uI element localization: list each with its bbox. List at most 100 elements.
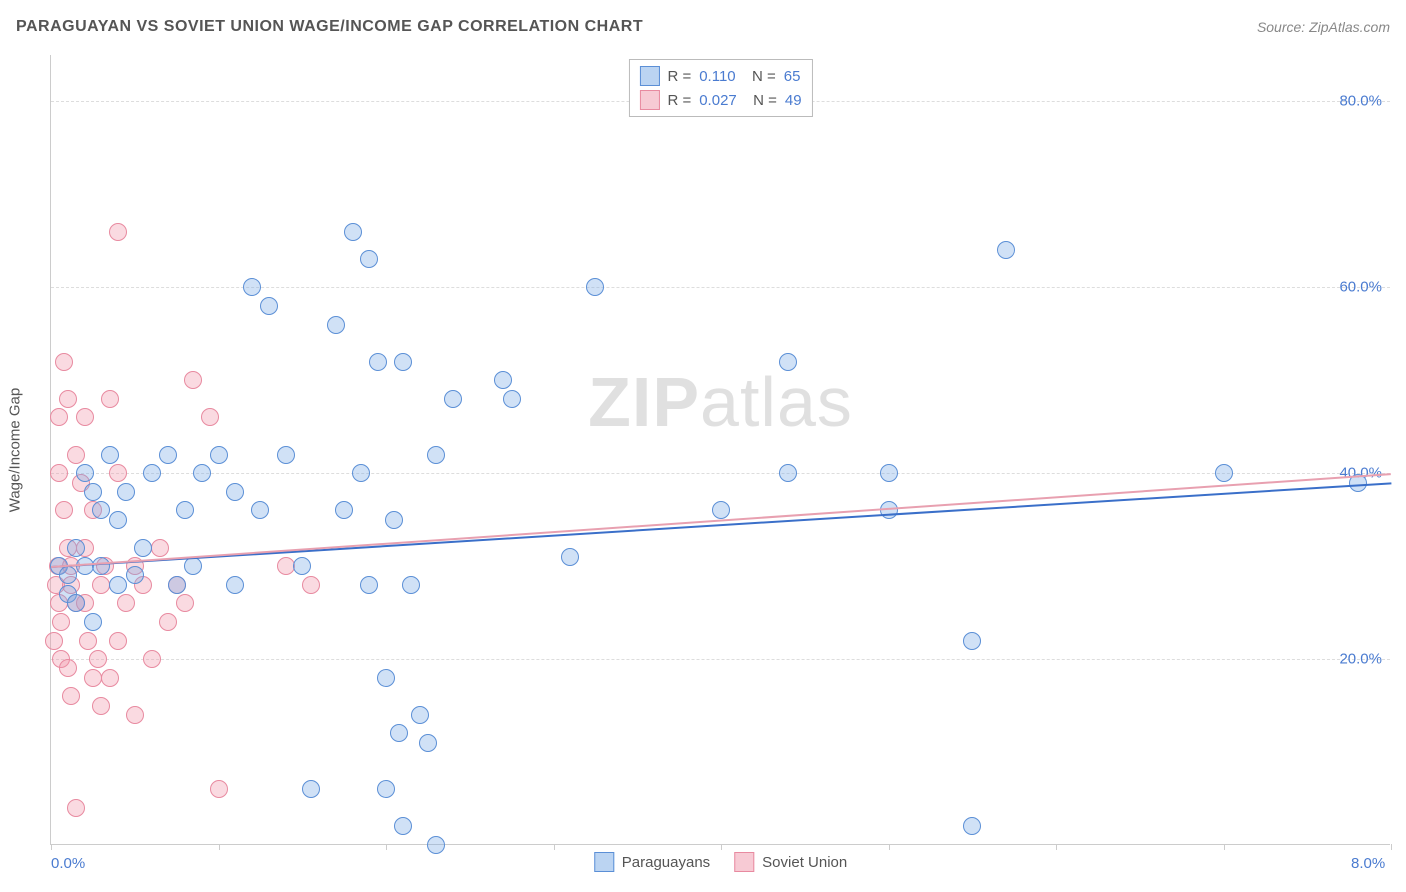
- scatter-point-blue: [779, 464, 797, 482]
- scatter-point-blue: [67, 539, 85, 557]
- scatter-point-pink: [92, 697, 110, 715]
- scatter-point-blue: [335, 501, 353, 519]
- scatter-point-blue: [419, 734, 437, 752]
- scatter-point-blue: [390, 724, 408, 742]
- scatter-point-blue: [880, 464, 898, 482]
- scatter-point-blue: [402, 576, 420, 594]
- scatter-point-pink: [101, 390, 119, 408]
- legend-swatch-blue: [594, 852, 614, 872]
- scatter-point-blue: [712, 501, 730, 519]
- scatter-point-blue: [168, 576, 186, 594]
- scatter-point-blue: [427, 836, 445, 854]
- scatter-point-blue: [251, 501, 269, 519]
- scatter-point-blue: [369, 353, 387, 371]
- scatter-point-pink: [201, 408, 219, 426]
- legend-r-label: R =: [667, 68, 691, 85]
- scatter-point-pink: [210, 780, 228, 798]
- scatter-point-pink: [59, 659, 77, 677]
- legend-n-value-blue: 65: [784, 68, 801, 85]
- scatter-point-blue: [1215, 464, 1233, 482]
- scatter-point-pink: [45, 632, 63, 650]
- scatter-point-blue: [963, 632, 981, 650]
- scatter-point-blue: [394, 817, 412, 835]
- scatter-point-blue: [360, 250, 378, 268]
- legend-row-pink: R = 0.027 N = 49: [639, 88, 801, 112]
- scatter-point-pink: [184, 371, 202, 389]
- scatter-point-blue: [117, 483, 135, 501]
- correlation-legend: R = 0.110 N = 65 R = 0.027 N = 49: [628, 59, 812, 117]
- chart-source: Source: ZipAtlas.com: [1257, 19, 1390, 35]
- x-tick: [889, 844, 890, 850]
- scatter-point-pink: [151, 539, 169, 557]
- scatter-point-blue: [101, 446, 119, 464]
- scatter-point-pink: [84, 669, 102, 687]
- scatter-point-pink: [55, 353, 73, 371]
- scatter-point-blue: [210, 446, 228, 464]
- x-tick-label: 8.0%: [1351, 855, 1385, 872]
- scatter-point-blue: [193, 464, 211, 482]
- legend-item-soviet: Soviet Union: [734, 852, 847, 872]
- y-tick-label: 80.0%: [1339, 93, 1382, 110]
- scatter-point-blue: [226, 576, 244, 594]
- scatter-point-blue: [779, 353, 797, 371]
- x-tick: [51, 844, 52, 850]
- x-tick: [1056, 844, 1057, 850]
- scatter-point-blue: [494, 371, 512, 389]
- chart-area: ZIPatlas R = 0.110 N = 65 R = 0.027 N = …: [50, 55, 1390, 845]
- scatter-point-blue: [327, 316, 345, 334]
- scatter-point-blue: [176, 501, 194, 519]
- scatter-point-pink: [126, 706, 144, 724]
- legend-row-blue: R = 0.110 N = 65: [639, 64, 801, 88]
- scatter-point-pink: [55, 501, 73, 519]
- scatter-point-blue: [561, 548, 579, 566]
- gridline-h: [51, 473, 1390, 474]
- scatter-point-pink: [67, 799, 85, 817]
- scatter-point-pink: [109, 464, 127, 482]
- legend-n-label: N =: [744, 68, 776, 85]
- scatter-point-blue: [293, 557, 311, 575]
- legend-r-label: R =: [667, 92, 691, 109]
- scatter-point-pink: [52, 613, 70, 631]
- scatter-point-blue: [411, 706, 429, 724]
- scatter-point-blue: [277, 446, 295, 464]
- y-tick-label: 60.0%: [1339, 279, 1382, 296]
- scatter-point-blue: [226, 483, 244, 501]
- scatter-point-pink: [143, 650, 161, 668]
- y-tick-label: 20.0%: [1339, 651, 1382, 668]
- scatter-point-blue: [360, 576, 378, 594]
- scatter-point-blue: [109, 511, 127, 529]
- scatter-point-pink: [89, 650, 107, 668]
- legend-r-value-blue: 0.110: [699, 68, 735, 85]
- scatter-point-blue: [84, 483, 102, 501]
- scatter-point-pink: [277, 557, 295, 575]
- scatter-point-blue: [143, 464, 161, 482]
- scatter-point-pink: [101, 669, 119, 687]
- watermark: ZIPatlas: [588, 362, 853, 442]
- scatter-point-blue: [503, 390, 521, 408]
- scatter-point-blue: [109, 576, 127, 594]
- scatter-point-blue: [997, 241, 1015, 259]
- x-tick: [1391, 844, 1392, 850]
- scatter-point-pink: [159, 613, 177, 631]
- scatter-point-blue: [84, 613, 102, 631]
- scatter-point-pink: [109, 632, 127, 650]
- x-tick: [386, 844, 387, 850]
- scatter-point-blue: [385, 511, 403, 529]
- scatter-point-pink: [176, 594, 194, 612]
- scatter-point-pink: [76, 408, 94, 426]
- legend-swatch-pink: [734, 852, 754, 872]
- scatter-point-blue: [880, 501, 898, 519]
- scatter-point-blue: [126, 566, 144, 584]
- legend-swatch-pink: [639, 90, 659, 110]
- legend-label: Paraguayans: [622, 854, 710, 871]
- scatter-point-blue: [243, 278, 261, 296]
- scatter-point-blue: [427, 446, 445, 464]
- legend-swatch-blue: [639, 66, 659, 86]
- scatter-point-pink: [62, 687, 80, 705]
- chart-header: PARAGUAYAN VS SOVIET UNION WAGE/INCOME G…: [16, 18, 1390, 36]
- scatter-point-blue: [352, 464, 370, 482]
- x-tick: [1224, 844, 1225, 850]
- scatter-point-blue: [184, 557, 202, 575]
- scatter-point-blue: [586, 278, 604, 296]
- scatter-point-pink: [79, 632, 97, 650]
